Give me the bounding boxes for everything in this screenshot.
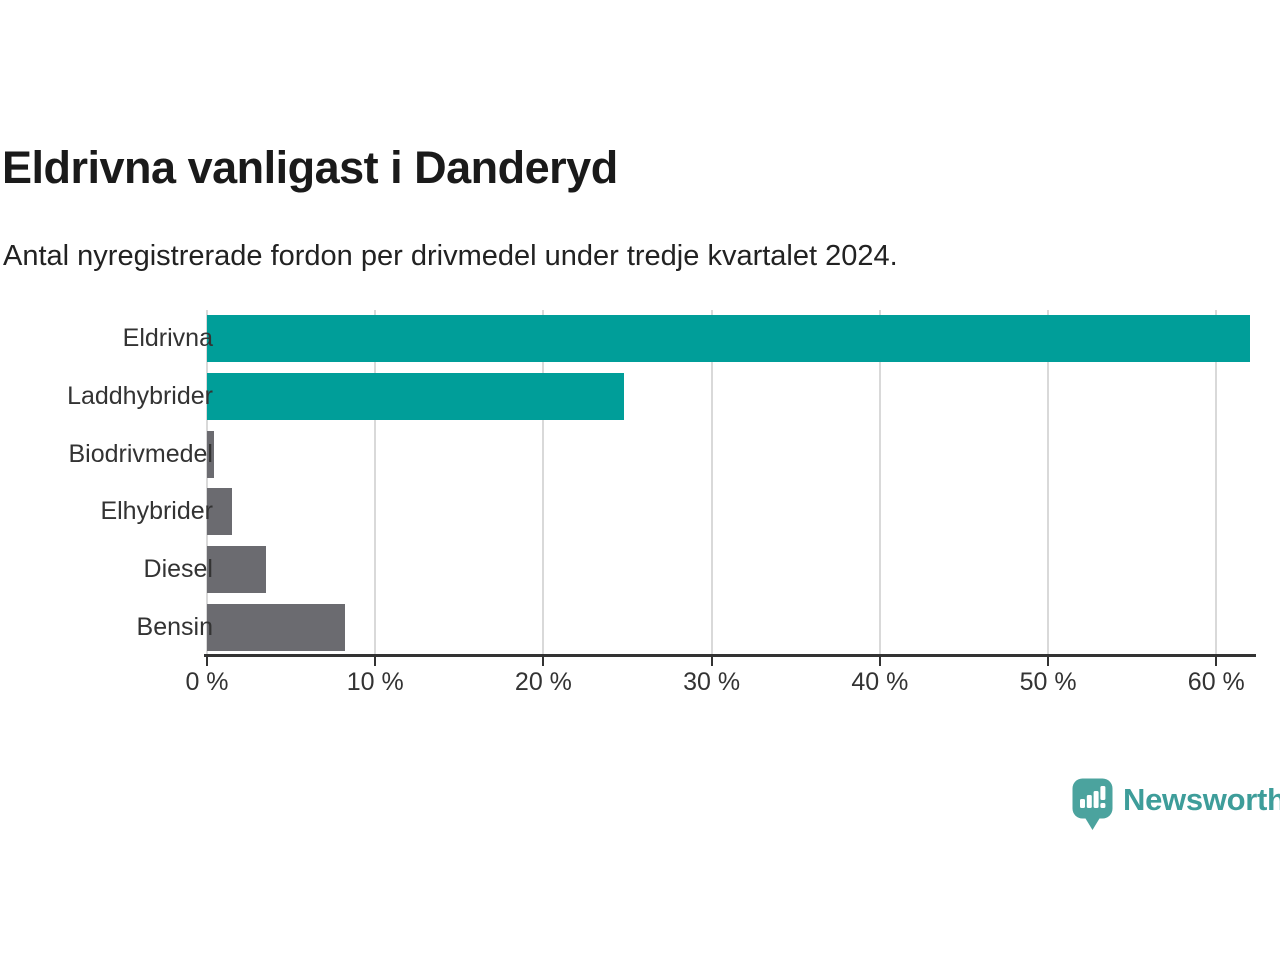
gridline-0 [206, 310, 208, 656]
gridline-30 [710, 310, 713, 656]
bar-laddhybrider [207, 373, 625, 420]
x-tick-label-30: 30 % [683, 668, 741, 696]
bar-chart [0, 310, 1262, 656]
gridline-50 [1047, 310, 1050, 656]
category-label-biodrivmedel: Biodrivmedel [68, 439, 213, 468]
x-tick-label-20: 20 % [514, 668, 572, 696]
newsworthy-logo-icon [1072, 778, 1113, 830]
newsworthy-wordmark: Newsworthy [1123, 782, 1280, 817]
chart-subtitle: Antal nyregistrerade fordon per drivmede… [3, 240, 898, 272]
plot-area [206, 310, 1255, 656]
bar-eldrivna [207, 315, 1250, 363]
x-axis-line [204, 654, 1256, 657]
chart-title: Eldrivna vanligast i Danderyd [2, 142, 618, 193]
category-label-elhybrider: Elhybrider [100, 497, 213, 526]
x-tick-40 [878, 654, 881, 666]
gridline-20 [542, 310, 545, 656]
x-tick-label-40: 40 % [851, 668, 909, 696]
category-label-eldrivna: Eldrivna [122, 324, 213, 353]
bar-biodrivmedel [207, 430, 214, 478]
bar-elhybrider [207, 488, 233, 536]
x-tick-10 [374, 654, 377, 666]
category-label-laddhybrider: Laddhybrider [67, 382, 213, 410]
category-label-bensin: Bensin [136, 612, 213, 641]
x-tick-label-50: 50 % [1019, 668, 1077, 696]
x-tick-60 [1215, 654, 1218, 666]
x-tick-0 [206, 654, 208, 666]
bar-bensin [207, 603, 345, 651]
x-tick-30 [710, 654, 713, 666]
bar-diesel [207, 546, 266, 593]
gridline-40 [878, 310, 881, 656]
x-tick-label-10: 10 % [346, 668, 404, 696]
x-tick-20 [542, 654, 545, 666]
gridline-60 [1215, 310, 1218, 656]
x-tick-label-0: 0 % [185, 668, 229, 696]
x-tick-label-60: 60 % [1187, 668, 1245, 696]
x-tick-50 [1047, 654, 1050, 666]
newsworthy-brand: Newsworthy [1072, 778, 1280, 831]
category-label-diesel: Diesel [143, 555, 213, 583]
gridline-10 [374, 310, 377, 656]
